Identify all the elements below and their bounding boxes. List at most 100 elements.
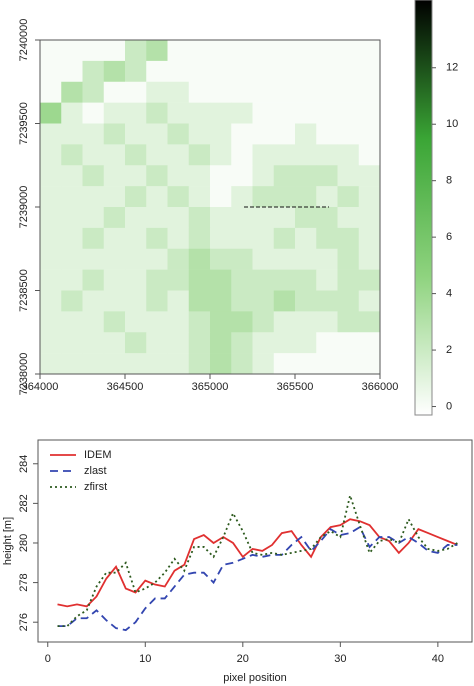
raster-cell — [337, 248, 360, 270]
colorbar-tick-label: 12 — [446, 62, 458, 74]
raster-cell — [273, 207, 296, 229]
raster-cell — [210, 353, 232, 375]
raster-cell — [167, 60, 190, 83]
raster-cell — [167, 269, 190, 291]
raster-cell — [188, 186, 211, 208]
raster-cell — [252, 248, 275, 270]
raster-cell — [252, 165, 275, 187]
raster-cell — [273, 60, 296, 83]
raster-cell — [210, 81, 232, 103]
raster-cell — [316, 290, 338, 312]
raster-cell — [210, 311, 232, 333]
raster-cell — [295, 332, 317, 354]
raster-cell — [316, 186, 338, 208]
raster-cell — [252, 81, 275, 103]
raster-cell — [103, 81, 126, 103]
raster-cell — [358, 269, 381, 291]
raster-cell — [337, 60, 360, 83]
raster-cell — [316, 311, 338, 333]
raster-cell — [295, 311, 317, 333]
colorbar-tick-label: 0 — [446, 400, 452, 412]
raster-cell — [188, 60, 211, 83]
x-tick-label: 364000 — [22, 381, 59, 393]
raster-cell — [337, 269, 360, 291]
raster-cell — [252, 144, 275, 166]
raster-cell — [337, 207, 360, 229]
x-tick-label: 30 — [334, 653, 346, 665]
raster-cell — [358, 123, 381, 145]
raster-cell — [273, 311, 296, 333]
colorbar-tick-label: 8 — [446, 175, 452, 187]
raster-cell — [40, 123, 62, 145]
raster-cell — [231, 207, 253, 229]
raster-cell — [146, 248, 168, 270]
raster-cell — [252, 40, 275, 62]
raster-cell — [167, 290, 190, 312]
raster-cell — [125, 165, 147, 187]
raster-cell — [337, 123, 360, 145]
raster-cell — [358, 186, 381, 208]
raster-cell — [167, 102, 190, 124]
colorbar — [414, 0, 433, 416]
raster-cell — [82, 165, 105, 187]
x-tick-label: 40 — [432, 653, 444, 665]
raster-cell — [40, 60, 62, 83]
raster-cell — [337, 40, 360, 62]
raster-cell — [210, 186, 232, 208]
raster-cell — [103, 353, 126, 375]
raster-cell — [316, 81, 338, 103]
raster-cell — [61, 144, 83, 166]
raster-cell — [61, 207, 83, 229]
raster-cell — [103, 144, 126, 166]
y-tick-label: 284 — [18, 455, 30, 473]
raster-cell — [82, 269, 105, 291]
raster-cell — [61, 227, 83, 250]
x-tick-label: 10 — [139, 653, 151, 665]
raster-cell — [252, 353, 275, 375]
raster-cell — [337, 186, 360, 208]
raster-cell — [82, 186, 105, 208]
raster-cell — [103, 60, 126, 83]
raster-cell — [252, 311, 275, 333]
raster-cell — [252, 186, 275, 208]
raster-cell — [40, 81, 62, 103]
raster-cell — [337, 102, 360, 124]
raster-cell — [231, 353, 253, 375]
raster-cell — [316, 144, 338, 166]
raster-cell — [358, 248, 381, 270]
raster-cell — [146, 290, 168, 312]
raster-cell — [167, 40, 190, 62]
raster-cell — [103, 269, 126, 291]
raster-cell — [188, 207, 211, 229]
raster-cell — [273, 144, 296, 166]
raster-cell — [40, 311, 62, 333]
raster-cell — [61, 40, 83, 62]
raster-cell — [82, 60, 105, 83]
raster-cell — [358, 144, 381, 166]
raster-cell — [273, 123, 296, 145]
colorbar-tick-label: 10 — [446, 118, 458, 130]
raster-cell — [316, 102, 338, 124]
raster-cell — [167, 207, 190, 229]
raster-cell — [295, 269, 317, 291]
raster-cell — [252, 227, 275, 250]
raster-cell — [125, 144, 147, 166]
raster-cell — [40, 353, 62, 375]
plot-frame — [37, 439, 473, 643]
raster-cell — [316, 60, 338, 83]
raster-cell — [125, 81, 147, 103]
raster-cell — [82, 102, 105, 124]
raster-cell — [231, 311, 253, 333]
raster-cell — [210, 248, 232, 270]
raster-cell — [295, 290, 317, 312]
raster-cell — [188, 248, 211, 270]
raster-cell — [231, 144, 253, 166]
raster-cell — [146, 269, 168, 291]
raster-cell — [40, 332, 62, 354]
raster-cell — [167, 81, 190, 103]
raster-cell — [252, 207, 275, 229]
raster-cell — [61, 353, 83, 375]
raster-cell — [273, 165, 296, 187]
